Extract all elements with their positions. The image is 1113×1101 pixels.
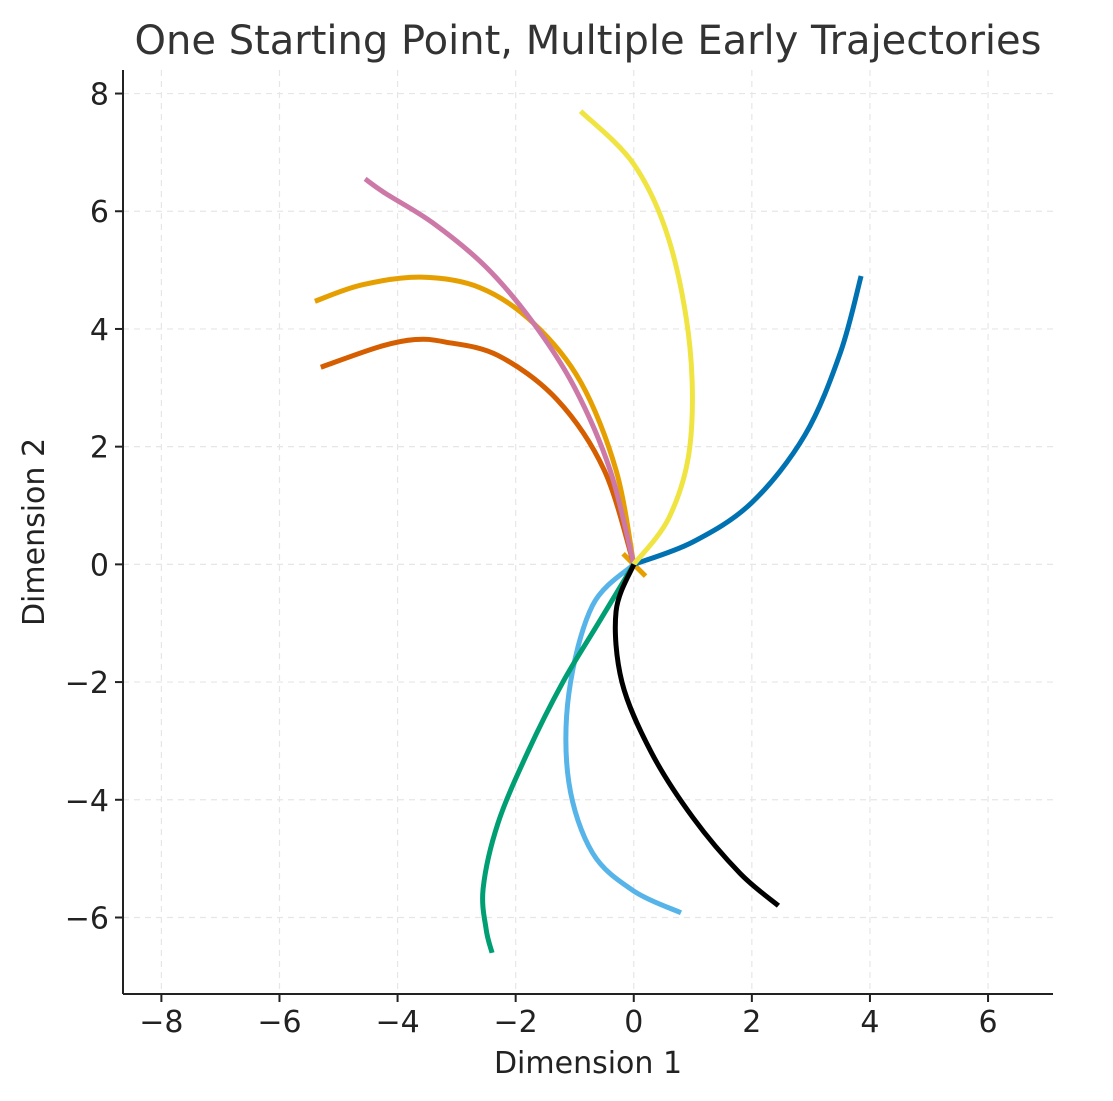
y-tick-label-6: 6 [90, 195, 109, 230]
y-tick-label-2: −2 [65, 666, 109, 701]
y-tick-label-5: 4 [90, 313, 109, 348]
trajectory-line-3 [363, 176, 637, 565]
x-ticks: −8 −6 −4 −2 0 2 4 6 [139, 994, 998, 1040]
x-tick-label-7: 6 [979, 1005, 998, 1040]
y-tick-label-0: −6 [65, 901, 109, 936]
trajectory-line-0 [632, 275, 864, 567]
x-tick-label-4: 0 [624, 1005, 643, 1040]
y-tick-label-7: 8 [90, 78, 109, 113]
axes [122, 70, 1053, 995]
trajectory-line-5 [563, 562, 683, 916]
y-ticks: −6 −4 −2 0 2 4 6 8 [65, 78, 123, 936]
x-tick-label-3: −2 [494, 1005, 538, 1040]
trajectory-line-2 [319, 336, 637, 566]
trajectory-line-1 [314, 274, 637, 565]
y-axis-label: Dimension 2 [17, 438, 52, 626]
x-tick-label-5: 2 [742, 1005, 761, 1040]
y-tick-label-3: 0 [90, 548, 109, 583]
y-tick-label-4: 2 [90, 431, 109, 466]
x-tick-label-6: 4 [860, 1005, 879, 1040]
x-tick-label-2: −4 [375, 1005, 419, 1040]
trajectory-line-6 [480, 563, 636, 954]
grid [123, 70, 1053, 994]
trajectory-line-4 [578, 109, 695, 566]
x-tick-label-1: −6 [257, 1005, 301, 1040]
series-layer [314, 109, 864, 954]
trajectory-line-7 [612, 563, 781, 908]
x-tick-label-0: −8 [139, 1005, 183, 1040]
chart-title: One Starting Point, Multiple Early Traje… [135, 18, 1042, 64]
y-tick-label-1: −4 [65, 784, 109, 819]
x-axis-label: Dimension 1 [494, 1046, 682, 1081]
